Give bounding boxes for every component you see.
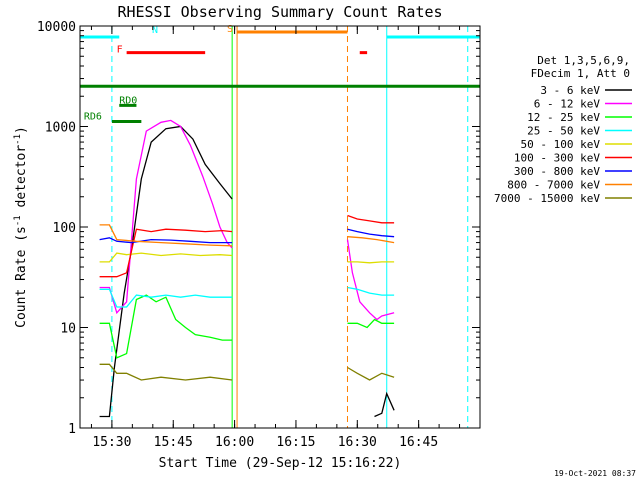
- series-line-0-0: [99, 125, 233, 418]
- x-tick-label-0: 15:30: [92, 435, 131, 450]
- legend-header-0: Det 1,3,5,6,9,: [537, 54, 630, 67]
- series-line-3-1: [347, 286, 395, 296]
- series-line-6-1: [347, 228, 395, 238]
- y-tick-label-3: 1000: [45, 121, 76, 136]
- x-tick-label-3: 16:15: [276, 435, 315, 450]
- flag-label-4: RD0: [119, 95, 137, 106]
- x-tick-label-4: 16:30: [338, 435, 377, 450]
- legend-label-2: 12 - 25 keV: [527, 111, 600, 124]
- flag-label-1: F: [117, 45, 123, 56]
- x-axis-label: Start Time (29-Sep-12 15:16:22): [159, 456, 402, 471]
- legend-label-8: 7000 - 15000 keV: [494, 192, 600, 205]
- chart-title: RHESSI Observing Summary Count Rates: [117, 3, 442, 21]
- series-line-7-0: [99, 224, 233, 247]
- y-tick-label-2: 100: [53, 221, 76, 236]
- series-line-6-0: [99, 237, 233, 244]
- series-line-0-1: [374, 391, 395, 418]
- footer-timestamp: 19-Oct-2021 08:37: [554, 469, 636, 478]
- legend-label-0: 3 - 6 keV: [540, 84, 600, 97]
- flag-label-0: N: [152, 25, 158, 36]
- series-line-4-1: [347, 261, 395, 264]
- series-line-2-0: [99, 294, 233, 359]
- legend-label-6: 300 - 800 keV: [514, 165, 600, 178]
- series-line-4-0: [99, 252, 233, 263]
- legend-header-1: FDecim 1, Att 0: [531, 67, 630, 80]
- series-line-5-0: [99, 228, 233, 278]
- y-axis: 1 10 100 1000 10000: [37, 20, 480, 437]
- y-tick-label-4: 10000: [37, 20, 76, 35]
- x-axis: 15:30 15:45 16:00 16:15 16:30 16:45: [90, 26, 461, 450]
- series-line-8-0: [99, 363, 233, 381]
- series-line-2-1: [347, 318, 395, 329]
- y-axis-label: Count Rate (s-1 detector-1): [13, 126, 29, 328]
- y-tick-label-0: 1: [68, 422, 76, 437]
- legend: Det 1,3,5,6,9,FDecim 1, Att 0 3 - 6 keV6 …: [494, 54, 632, 205]
- y-tick-label-1: 10: [60, 322, 76, 337]
- legend-label-3: 25 - 50 keV: [527, 125, 600, 138]
- legend-label-4: 50 - 100 keV: [521, 138, 601, 151]
- series-line-8-1: [347, 366, 395, 381]
- legend-label-7: 800 - 7000 keV: [507, 179, 600, 192]
- legend-label-1: 6 - 12 keV: [534, 98, 601, 111]
- flag-bars: N F S RD0 RD6: [80, 24, 480, 123]
- series-line-7-1: [347, 236, 395, 244]
- flag-label-5: RD6: [84, 111, 102, 122]
- flag-label-2: S: [227, 24, 233, 35]
- data-series: [99, 119, 395, 418]
- x-tick-label-1: 15:45: [154, 435, 193, 450]
- x-tick-label-5: 16:45: [399, 435, 438, 450]
- legend-label-5: 100 - 300 keV: [514, 152, 600, 165]
- series-line-1-0: [99, 119, 233, 315]
- series-line-1-1: [346, 239, 395, 321]
- x-tick-label-2: 16:00: [215, 435, 254, 450]
- series-line-3-0: [99, 288, 233, 308]
- series-line-5-1: [347, 214, 395, 224]
